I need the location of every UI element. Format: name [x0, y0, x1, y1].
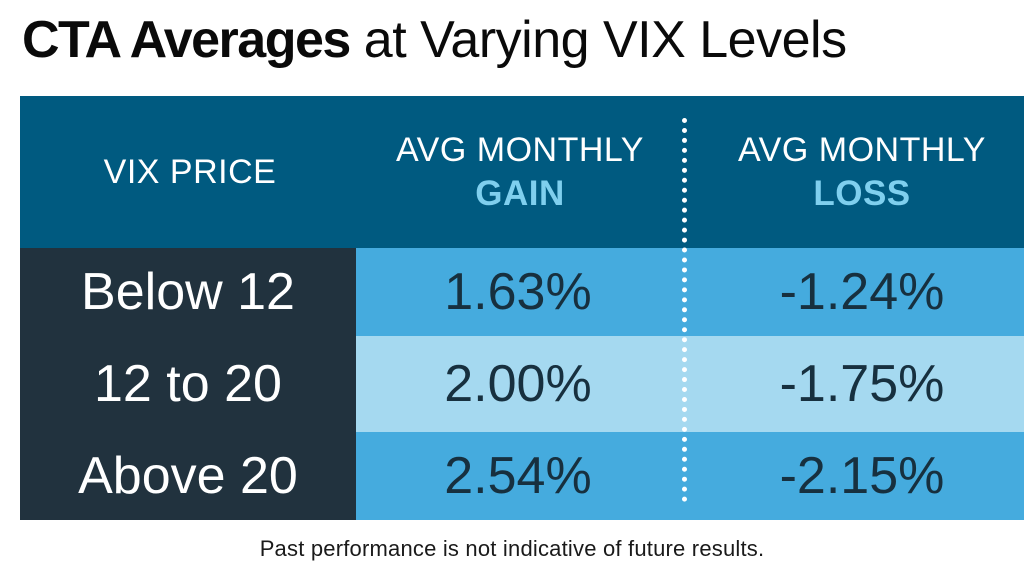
- table-row: 12 to 20 2.00% -1.75%: [20, 336, 1024, 432]
- row-label: Above 20: [20, 432, 356, 520]
- header-loss-line2: LOSS: [813, 174, 911, 213]
- row-band: [356, 248, 1024, 336]
- header-vix-price: VIX PRICE: [20, 96, 360, 248]
- row-band: [356, 336, 1024, 432]
- gain-value: 2.54%: [444, 447, 592, 505]
- row-label: 12 to 20: [20, 336, 356, 432]
- header-vix-price-label: VIX PRICE: [103, 153, 277, 191]
- loss-value: -1.24%: [779, 263, 945, 321]
- footnote: Past performance is not indicative of fu…: [259, 536, 765, 561]
- header-gain-line1: AVG MONTHLY: [396, 131, 644, 169]
- vix-table: VIX PRICE AVG MONTHLY GAIN AVG MONTHLY L…: [20, 96, 1024, 520]
- row-band: [356, 432, 1024, 520]
- title-bold: CTA Averages: [22, 11, 351, 69]
- loss-value: -2.15%: [779, 447, 945, 505]
- table-header: VIX PRICE AVG MONTHLY GAIN AVG MONTHLY L…: [20, 96, 1024, 248]
- loss-value: -1.75%: [779, 355, 945, 413]
- gain-value: 1.63%: [444, 263, 592, 321]
- gain-value: 2.00%: [444, 355, 592, 413]
- header-gain-line2: GAIN: [475, 174, 565, 213]
- column-divider: [682, 118, 687, 502]
- chart-title: CTA Averages at Varying VIX Levels: [22, 0, 847, 80]
- table-row: Above 20 2.54% -2.15%: [20, 432, 1024, 520]
- header-avg-gain: AVG MONTHLY GAIN: [360, 96, 680, 248]
- header-loss-line1: AVG MONTHLY: [738, 131, 986, 169]
- row-label: Below 12: [20, 248, 356, 336]
- table-row: Below 12 1.63% -1.24%: [20, 248, 1024, 336]
- header-avg-loss: AVG MONTHLY LOSS: [700, 96, 1024, 248]
- title-light: at Varying VIX Levels: [363, 11, 847, 69]
